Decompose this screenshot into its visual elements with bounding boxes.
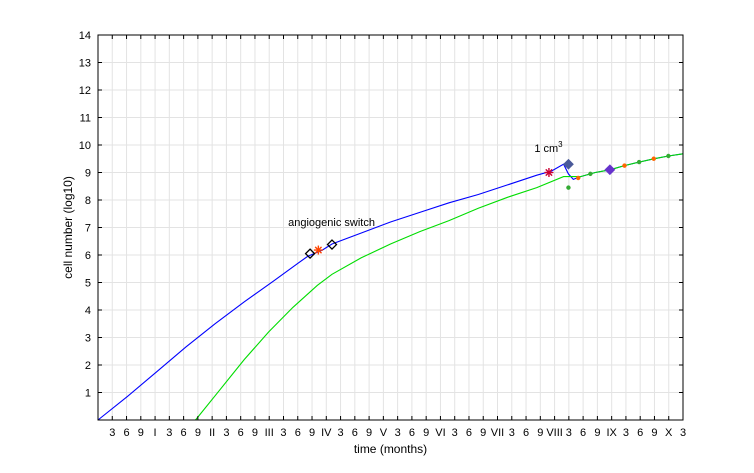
x-tick-label: II <box>209 427 215 439</box>
y-tick-label: 7 <box>85 223 91 235</box>
x-tick-label: 6 <box>466 427 472 439</box>
y-tick-label: 8 <box>85 195 91 207</box>
diamond-marker <box>304 248 316 260</box>
x-tick-label: X <box>665 427 673 439</box>
series-line-2 <box>195 153 684 421</box>
x-tick-label: 6 <box>238 427 244 439</box>
dot-marker <box>636 159 642 165</box>
diamond-marker <box>563 158 574 170</box>
x-tick-label: 6 <box>580 427 586 439</box>
y-axis-label: cell number (log10) <box>61 176 75 279</box>
x-tick-label: VII <box>491 427 504 439</box>
x-tick-label: 9 <box>309 427 315 439</box>
y-tick-label: 2 <box>85 360 91 372</box>
x-tick-label: 6 <box>523 427 529 439</box>
x-tick-label: VIII <box>546 427 563 439</box>
star-marker <box>544 168 554 177</box>
dot-marker <box>666 153 671 159</box>
annotations: angiogenic switch 1 cm3 <box>288 140 563 229</box>
x-tick-label: 3 <box>166 427 172 439</box>
y-tick-label: 9 <box>85 168 91 180</box>
y-tick-label: 14 <box>79 30 91 42</box>
x-tick-label: VI <box>435 427 445 439</box>
y-tick-label: 13 <box>79 58 91 70</box>
x-tick-label: 3 <box>337 427 343 439</box>
annotation-label: 1 cm3 <box>534 140 563 155</box>
star-marker <box>313 245 323 255</box>
grid <box>98 35 683 420</box>
star-marker-stroke <box>314 246 323 254</box>
series-lines <box>97 153 684 421</box>
y-tick-label: 4 <box>85 305 91 317</box>
x-tick-label: 9 <box>423 427 429 439</box>
annotation-label: angiogenic switch <box>288 217 375 229</box>
dot-marker <box>651 156 656 161</box>
x-tick-label: 6 <box>352 427 358 439</box>
series-line-1 <box>97 153 684 421</box>
x-tick-label: 9 <box>138 427 144 439</box>
x-tick-label: 3 <box>223 427 229 439</box>
annotation-superscript: 3 <box>558 140 563 149</box>
x-tick-label: 3 <box>680 427 686 439</box>
x-tick-label: 9 <box>480 427 486 439</box>
dot-marker <box>622 163 627 168</box>
diamond-marker <box>326 239 338 250</box>
y-tick-label: 6 <box>85 250 91 262</box>
axis-ticks: 3 6 9 I 3 6 9 II 3 6 9 III 3 6 9 IV 3 6 9 V 3 6 9 VI 3 6 9 VII 3 6 9 VI… <box>79 30 686 439</box>
x-tick-label: 9 <box>366 427 372 439</box>
x-tick-label: 3 <box>395 427 401 439</box>
y-tick-label: 5 <box>85 278 91 290</box>
x-tick-label: 9 <box>594 427 600 439</box>
x-tick-label: V <box>380 427 388 439</box>
dot-marker <box>588 171 593 177</box>
x-tick-label: 6 <box>181 427 187 439</box>
dot-marker <box>566 185 571 190</box>
x-tick-label: 9 <box>651 427 657 439</box>
x-tick-label: IX <box>606 427 617 439</box>
x-tick-label: 6 <box>123 427 129 439</box>
x-tick-label: 6 <box>409 427 415 439</box>
markers <box>304 153 671 260</box>
x-tick-label: 9 <box>537 427 543 439</box>
x-tick-label: III <box>265 427 274 439</box>
x-tick-label: 3 <box>452 427 458 439</box>
y-tick-label: 11 <box>80 113 91 125</box>
diamond-marker <box>604 164 616 176</box>
x-tick-label: 3 <box>509 427 515 439</box>
x-tick-label: 9 <box>195 427 201 439</box>
y-tick-label: 12 <box>79 85 91 97</box>
x-tick-label: 6 <box>295 427 301 439</box>
x-tick-label: 3 <box>623 427 629 439</box>
x-tick-label: I <box>154 427 157 439</box>
x-axis-label: time (months) <box>354 442 427 456</box>
x-tick-label: IV <box>321 427 332 439</box>
x-tick-label: 6 <box>637 427 643 439</box>
x-tick-label: 3 <box>109 427 115 439</box>
dot-marker <box>575 175 581 181</box>
y-tick-label: 10 <box>79 140 91 152</box>
x-tick-label: 3 <box>280 427 286 439</box>
y-tick-label: 3 <box>85 333 91 345</box>
star-marker-stroke <box>545 168 553 177</box>
x-tick-label: 3 <box>566 427 572 439</box>
x-tick-label: 9 <box>252 427 258 439</box>
y-tick-label: 1 <box>85 388 91 400</box>
